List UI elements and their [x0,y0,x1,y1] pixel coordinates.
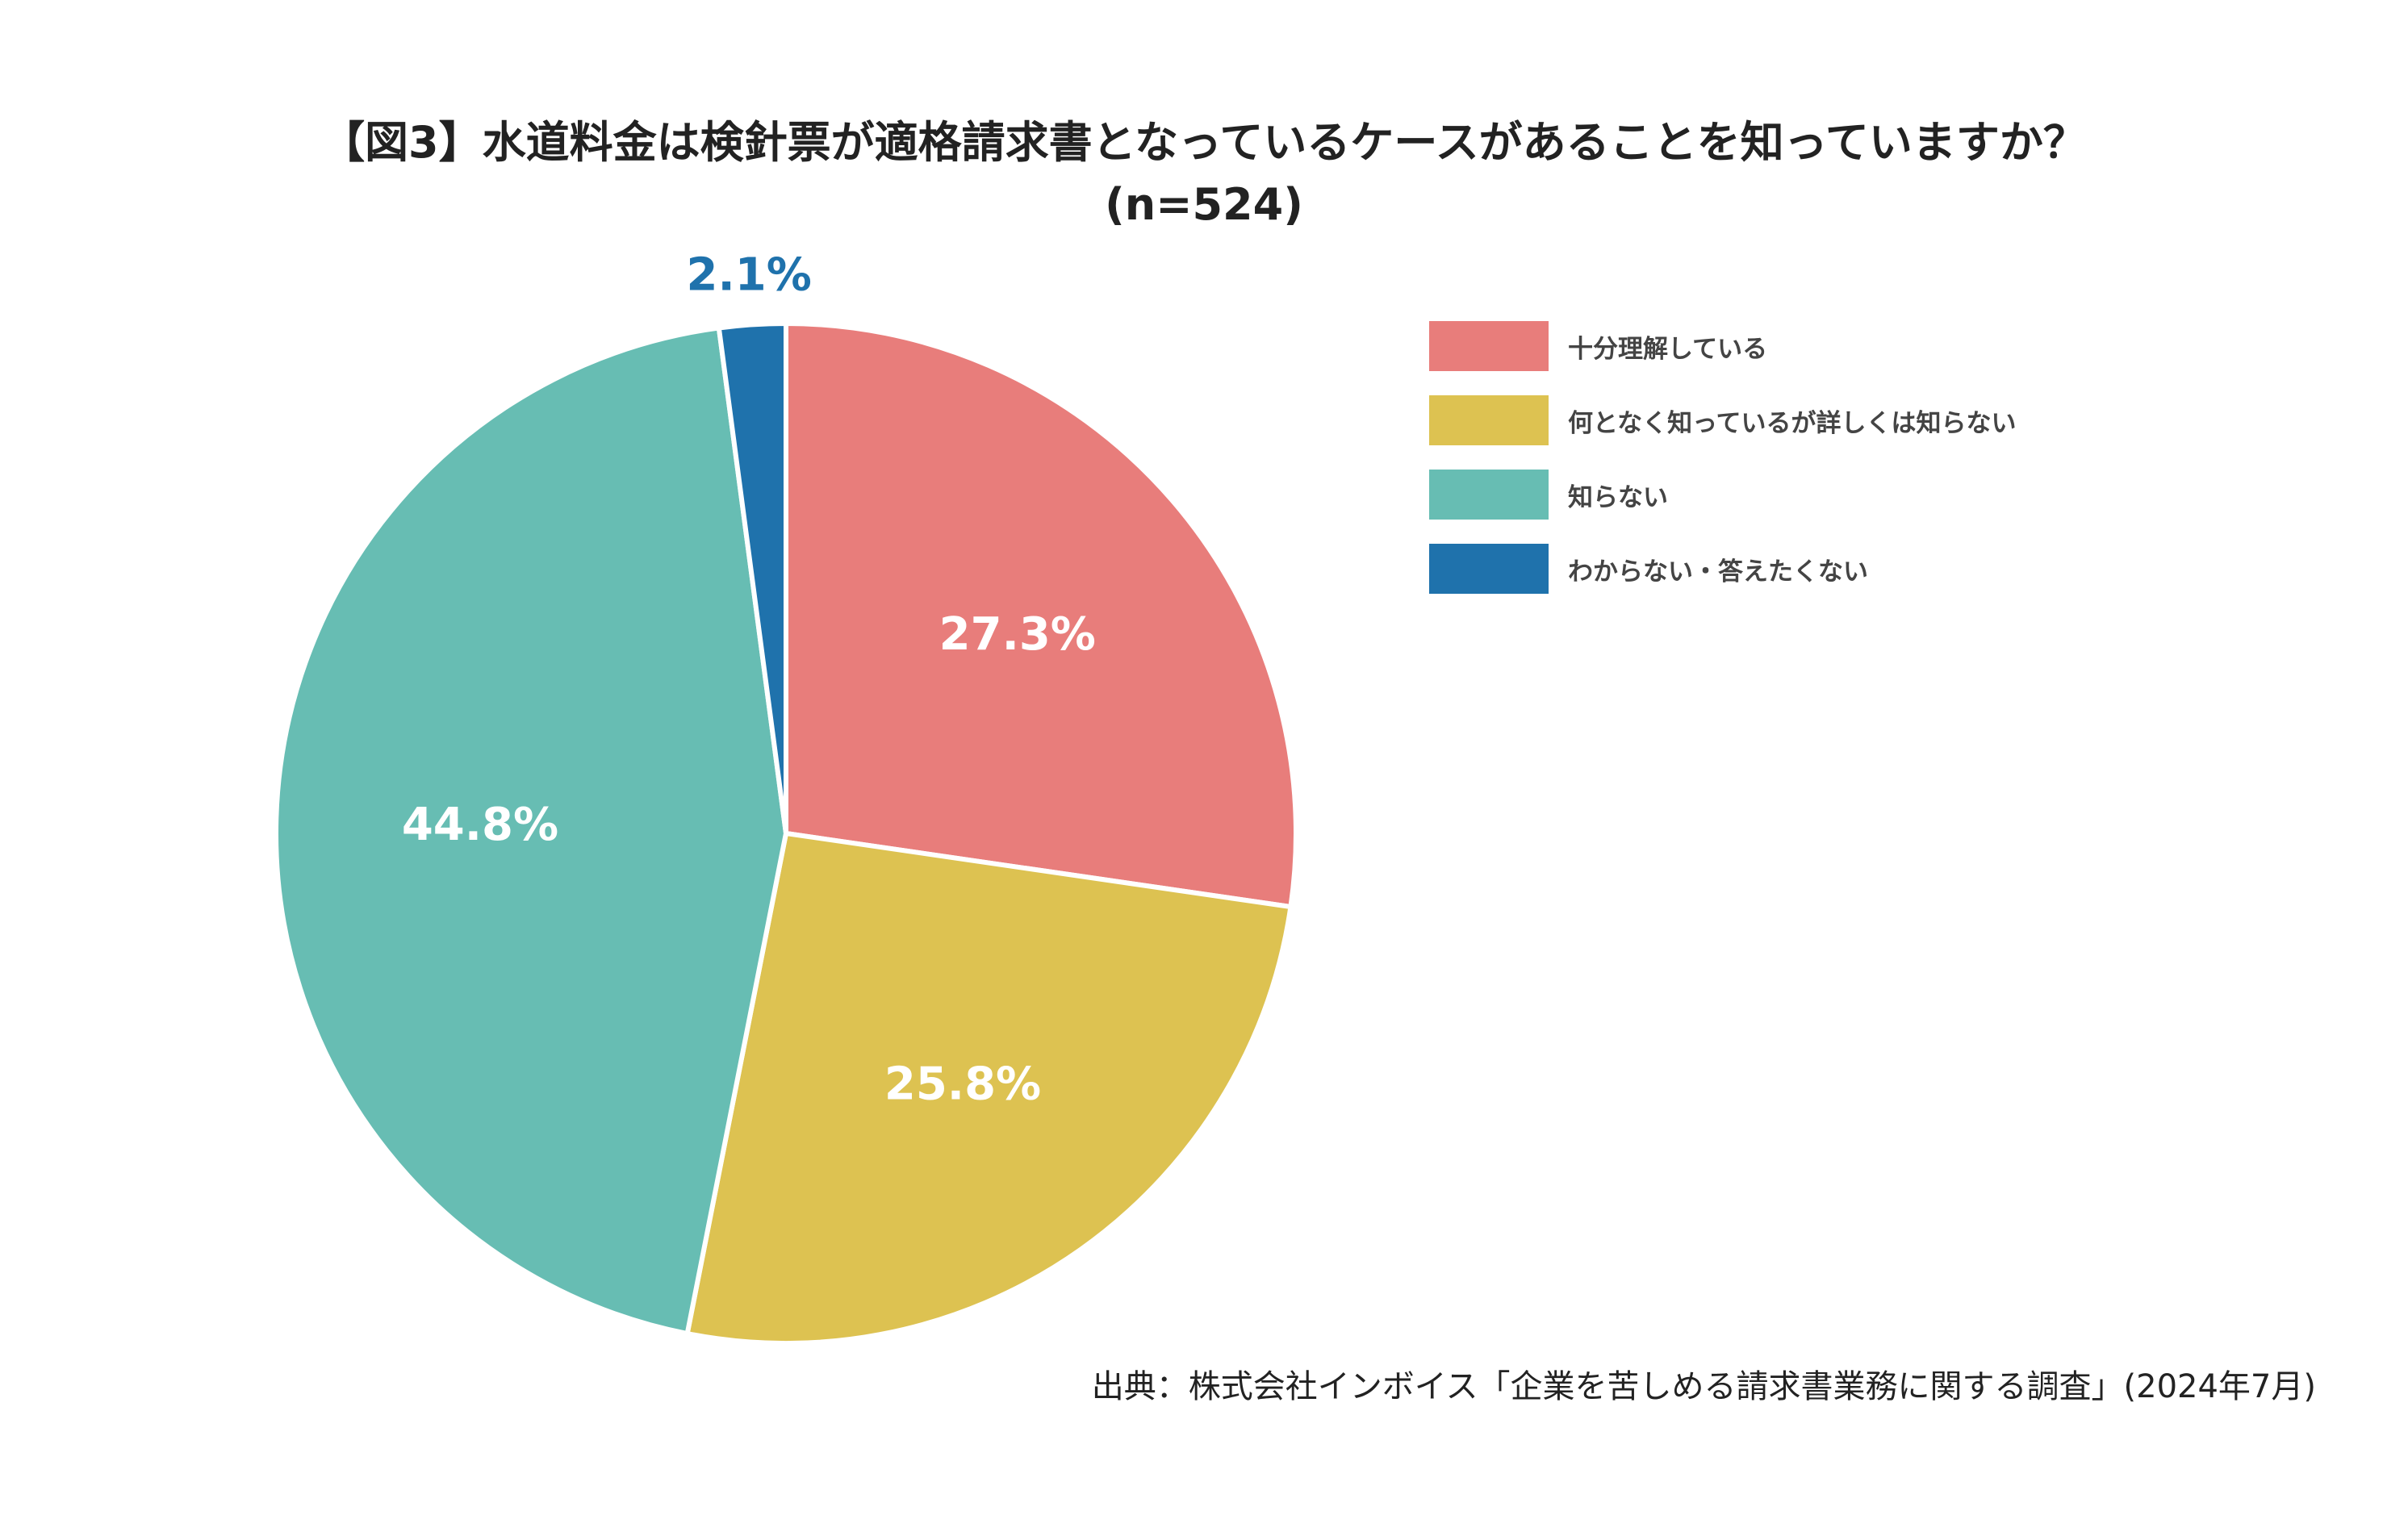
legend-swatch [1429,395,1549,445]
pie-slice [784,320,1298,910]
legend-label: わからない・答えたくない [1568,557,1868,587]
legend-swatch [1429,321,1549,371]
legend-swatch [1429,470,1549,520]
legend-label: 何となく知っているが詳しくは知らない [1568,408,2017,438]
slice-data-label: 2.1% [687,248,812,301]
legend-item: 何となく知っているが詳しくは知らない [1429,395,2017,445]
pie-slice [684,830,1294,1346]
slice-data-label: 27.3% [939,608,1096,661]
legend-item: 知らない [1429,470,2017,520]
source-note: 出典：株式会社インボイス「企業を苦しめる請求書業務に関する調査」(2024年7月… [1091,1368,2316,1405]
slice-data-label: 25.8% [884,1058,1041,1111]
legend-label: 知らない [1568,482,1668,512]
slice-data-label: 44.8% [402,799,558,851]
pie-slice [716,320,788,834]
pie-slice [274,325,789,1337]
legend-item: 十分理解している [1429,321,2017,371]
legend: 十分理解している 何となく知っているが詳しくは知らない 知らない わからない・答… [1429,321,2017,618]
legend-label: 十分理解している [1568,334,1768,364]
legend-item: わからない・答えたくない [1429,544,2017,594]
legend-swatch [1429,544,1549,594]
chart-subtitle: (n=524) [1105,179,1303,230]
chart-title: 【図3】水道料金は検針票が適格請求書となっているケースがあることを知っていますか… [321,117,2087,168]
